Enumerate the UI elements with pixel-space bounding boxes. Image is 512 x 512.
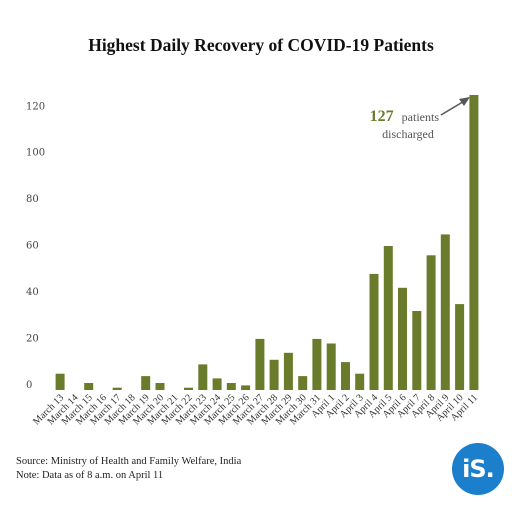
bar [426,255,436,390]
y-tick-label: 40 [26,287,39,298]
bar [341,362,350,390]
annotation-text-patients: patients [402,110,440,124]
bar [312,338,322,390]
bar [255,338,265,390]
bar [141,376,151,390]
bar [241,385,251,390]
logo: iS. [452,443,504,495]
annotation-text-discharged: discharged [382,127,434,141]
bar [369,273,379,390]
y-tick-label: 120 [26,101,45,112]
bars [55,95,479,390]
y-tick-label: 80 [26,194,39,205]
bar [55,373,65,390]
bar [155,383,165,390]
y-tick-label: 100 [26,148,45,159]
bar [440,234,450,390]
source-note: Source: Ministry of Health and Family We… [16,456,242,467]
annotation-arrowhead-icon [459,97,470,106]
bar [469,95,479,390]
bar [84,383,94,390]
bar [455,304,465,390]
chart-title: Highest Daily Recovery of COVID-19 Patie… [88,35,434,55]
bar [398,287,407,390]
y-axis: 0 20 40 60 80 100 120 [26,101,45,391]
bar [326,343,336,390]
logo-text: iS. [462,455,495,483]
bar [298,376,308,390]
bar [412,311,422,390]
annotation: 127 patients discharged [370,97,470,141]
bar [226,383,236,390]
bar [383,246,393,390]
bar [198,364,208,390]
y-tick-label: 20 [26,334,39,345]
bar [112,387,122,390]
y-tick-label: 60 [26,241,39,252]
bar [269,359,279,390]
annotation-number: 127 [370,108,394,125]
bar [355,373,365,390]
data-note: Note: Data as of 8 a.m. on April 11 [16,470,164,481]
svg-text:127 patients: 127 patients [370,106,440,125]
bar [283,352,293,390]
bar [184,387,193,390]
bar [212,378,222,390]
y-tick-label: 0 [26,380,32,391]
